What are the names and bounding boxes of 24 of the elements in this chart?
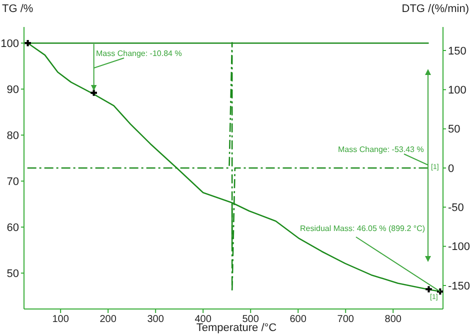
- y-tick-label: 50: [6, 268, 19, 280]
- y2-tick-label: -50: [448, 202, 464, 214]
- annotation: Mass Change: -10.84 %: [96, 49, 182, 58]
- x-tick-label: 300: [147, 314, 164, 326]
- annotation: Mass Change: -53.43 %: [338, 145, 424, 154]
- y2-tick-label: -150: [448, 280, 470, 292]
- y2-axis-title: DTG /(%/min): [402, 3, 469, 15]
- x-tick-label: 700: [337, 314, 354, 326]
- y-axis-title: TG /%: [2, 3, 34, 15]
- y2-tick-label: 50: [448, 124, 460, 136]
- y-tick-label: 100: [0, 38, 19, 50]
- y2-tick-label: 100: [448, 84, 466, 97]
- x-tick-label: 800: [384, 314, 402, 326]
- y2-tick-label: 0: [448, 162, 454, 175]
- x-tick-label: 600: [290, 314, 307, 326]
- y-tick-label: 70: [6, 176, 19, 188]
- y-tick-label: 60: [6, 222, 19, 234]
- y-tick-label: 90: [6, 84, 19, 96]
- annotation: Residual Mass: 46.05 % (899.2 °C): [300, 224, 426, 233]
- x-tick-label: 200: [100, 314, 117, 326]
- y-tick-label: 80: [6, 130, 19, 142]
- x-tick-label: 100: [52, 314, 70, 326]
- y2-tick-label: 150: [448, 45, 466, 58]
- y2-tick-label: -100: [448, 241, 470, 254]
